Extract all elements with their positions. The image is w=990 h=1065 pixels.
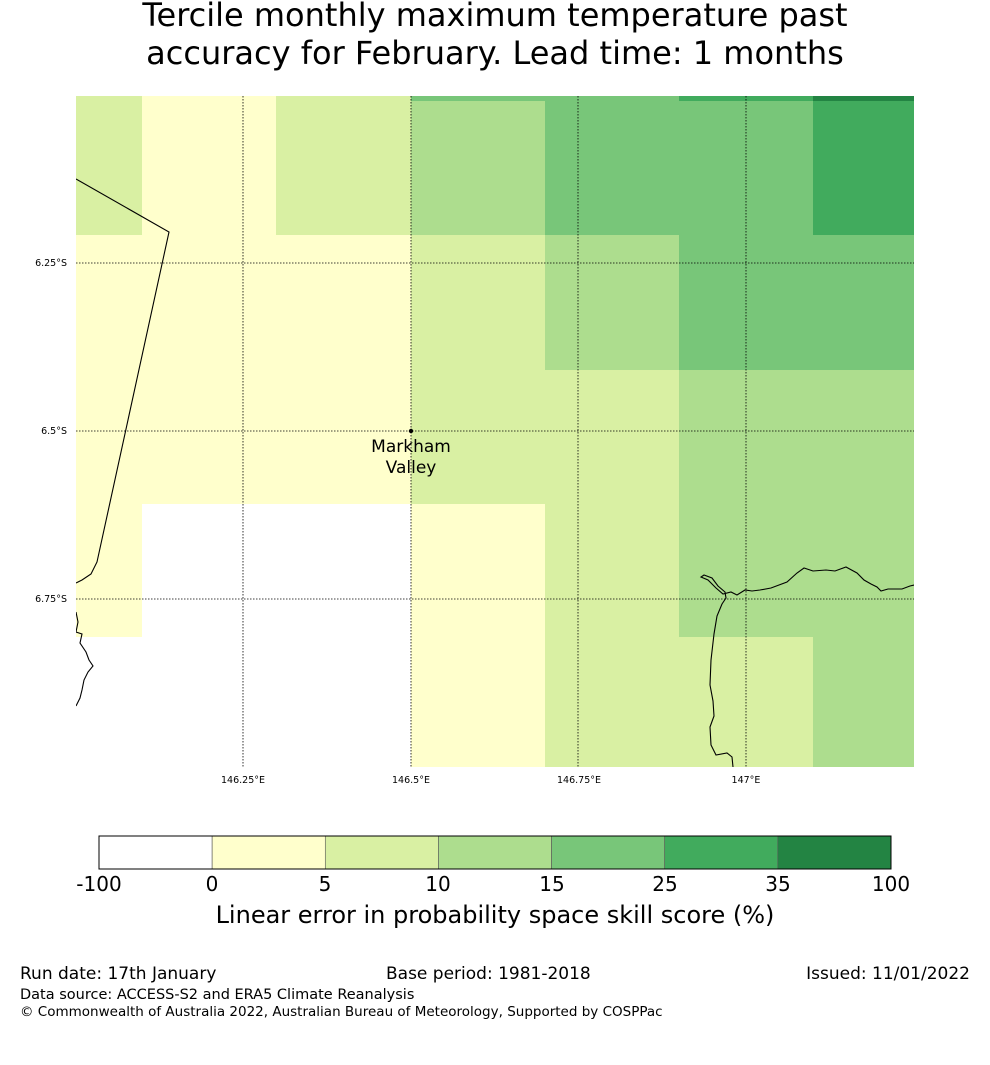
- grid-cell: [76, 96, 142, 235]
- grid-cell: [76, 637, 411, 767]
- grid-cell: [411, 637, 545, 767]
- copyright: © Commonwealth of Australia 2022, Austra…: [20, 1004, 663, 1020]
- colorbar-segment: [98, 835, 213, 870]
- grid-cell: [545, 637, 813, 767]
- grid-cell: [411, 504, 545, 637]
- colorbar-label: Linear error in probability space skill …: [215, 901, 775, 929]
- grid-cell: [76, 370, 411, 504]
- grid-cell: [411, 235, 545, 370]
- gridlines: [76, 96, 914, 767]
- lat-tick-label: 6.5°S: [41, 426, 67, 437]
- colorbar-tick: 5: [319, 872, 332, 896]
- colorbar-segment: [438, 835, 552, 870]
- title-line-2: accuracy for February. Lead time: 1 mont…: [146, 34, 844, 72]
- base-period: Base period: 1981-2018: [386, 964, 591, 984]
- colorbar-tick: 25: [652, 872, 677, 896]
- grid-cell: [679, 96, 813, 101]
- location-marker: [408, 428, 414, 434]
- grid-cell: [411, 96, 545, 235]
- colorbar-segment: [551, 835, 666, 870]
- colorbar-tick: 35: [765, 872, 790, 896]
- grid-cell: [276, 96, 411, 235]
- coastline: [76, 178, 914, 767]
- colorbar-segment: [777, 835, 892, 870]
- lon-tick-label: 146.5°E: [392, 775, 430, 786]
- chart-title: Tercile monthly maximum temperature past…: [0, 0, 990, 72]
- lon-tick-label: 147°E: [732, 775, 761, 786]
- issued-date: Issued: 11/01/2022: [806, 964, 970, 984]
- title-line-1: Tercile monthly maximum temperature past: [142, 0, 848, 34]
- grid-cell: [813, 96, 914, 101]
- data-source: Data source: ACCESS-S2 and ERA5 Climate …: [20, 987, 415, 1003]
- grid-cell: [545, 235, 679, 370]
- grid-cell: [679, 370, 914, 504]
- colorbar-segment: [211, 835, 326, 870]
- colorbar-tick: 0: [206, 872, 219, 896]
- colorbar-tick: 15: [539, 872, 564, 896]
- run-date: Run date: 17th January: [20, 964, 217, 984]
- grid-cell: [545, 504, 679, 637]
- grid-cell: [813, 96, 914, 235]
- colorbar-tick: 100: [872, 872, 910, 896]
- skill-map: Markham Valley 146.25°E 146.5°E 146.75°E…: [35, 96, 914, 786]
- colorbar-tick: 10: [425, 872, 450, 896]
- grid-cell: [76, 235, 411, 370]
- colorbar-tick: -100: [76, 872, 121, 896]
- grid-cell: [679, 235, 914, 370]
- grid-cell: [679, 504, 914, 637]
- skill-grid: [76, 96, 914, 767]
- colorbar-segments: [98, 835, 892, 870]
- grid-cell: [411, 370, 679, 504]
- grid-cell: [142, 504, 411, 637]
- lat-tick-label: 6.25°S: [35, 258, 67, 269]
- lon-tick-label: 146.75°E: [557, 775, 601, 786]
- grid-cell: [76, 504, 142, 637]
- place-label-line-1: Markham: [371, 437, 451, 457]
- colorbar: -100 0 5 10 15 25 35 100: [76, 835, 910, 896]
- grid-cell: [142, 96, 276, 235]
- colorbar-segment: [664, 835, 779, 870]
- grid-cell: [545, 96, 679, 235]
- grid-cell: [813, 637, 914, 767]
- colorbar-segment: [324, 835, 439, 870]
- lat-tick-label: 6.75°S: [35, 594, 67, 605]
- lon-tick-label: 146.25°E: [221, 775, 265, 786]
- place-label-line-2: Valley: [386, 458, 437, 478]
